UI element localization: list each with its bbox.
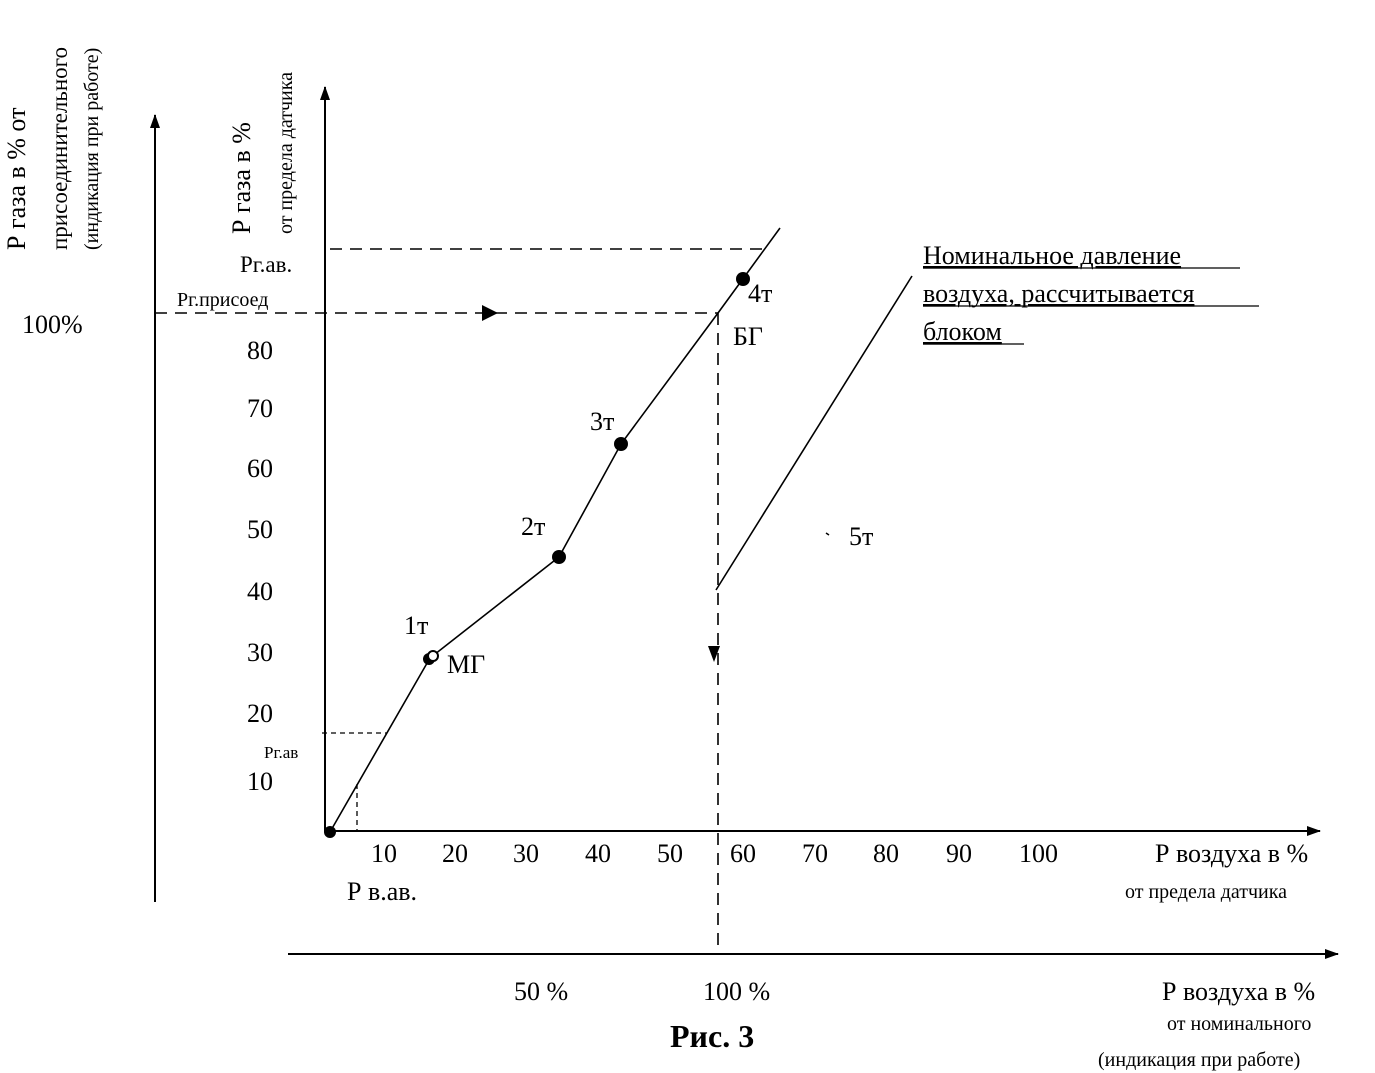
label-pg-av-low: Рг.ав bbox=[264, 743, 298, 762]
outer-y-100-mark: 100% bbox=[22, 310, 83, 339]
nominal-annotation: Номинальное давление воздуха, рассчитыва… bbox=[923, 241, 1259, 346]
x-tick-20: 20 bbox=[442, 839, 468, 868]
inner-y-label-line2: от предела датчика bbox=[275, 72, 297, 234]
characteristic-curve bbox=[329, 227, 781, 833]
bottom-axis-label-line1: Р воздуха в % bbox=[1162, 977, 1315, 1006]
x-tick-labels: 10 20 30 40 50 60 70 80 90 100 bbox=[371, 839, 1058, 868]
x-tick-100: 100 bbox=[1019, 839, 1058, 868]
figure-caption: Рис. 3 bbox=[670, 1018, 754, 1054]
label-bg: БГ bbox=[733, 322, 763, 351]
annotation-line1: Номинальное давление bbox=[923, 241, 1181, 270]
y-tick-80: 80 bbox=[247, 336, 273, 365]
inner-y-label-line1: Р газа в % bbox=[227, 122, 256, 234]
outer-y-label-line1: Р газа в % от bbox=[2, 108, 31, 250]
y-tick-10: 10 bbox=[247, 767, 273, 796]
x-tick-90: 90 bbox=[946, 839, 972, 868]
origin-point bbox=[324, 826, 336, 838]
bottom-axis-label-line3: (индикация при работе) bbox=[1098, 1049, 1300, 1071]
bottom-tick-100: 100 % bbox=[703, 977, 770, 1006]
x-tick-10: 10 bbox=[371, 839, 397, 868]
outer-y-axis-label: Р газа в % от присоединительного (индика… bbox=[2, 47, 103, 250]
pg-prisoed-arrowhead bbox=[482, 305, 498, 321]
outer-y-label-line3: (индикация при работе) bbox=[81, 48, 103, 250]
label-2t: 2т bbox=[521, 512, 545, 541]
label-1t: 1т bbox=[404, 611, 428, 640]
x-axis-label-line2: от предела датчика bbox=[1125, 881, 1287, 903]
point-3t bbox=[614, 437, 628, 451]
mg-point-marker bbox=[427, 650, 439, 662]
y-tick-20: 20 bbox=[247, 699, 273, 728]
y-tick-labels: 80 70 60 50 40 30 20 10 bbox=[247, 336, 273, 796]
x-tick-80: 80 bbox=[873, 839, 899, 868]
point-5t-tick bbox=[825, 532, 830, 536]
point-2t bbox=[552, 550, 566, 564]
inner-y-axis-label: Р газа в % от предела датчика bbox=[227, 72, 297, 234]
label-pv-av: Р в.ав. bbox=[347, 877, 417, 906]
label-pg-prisoed: Рг.присоед bbox=[177, 289, 268, 311]
outer-y-label-line2: присоединительного bbox=[47, 47, 72, 250]
x-tick-40: 40 bbox=[585, 839, 611, 868]
label-mg: МГ bbox=[447, 650, 485, 679]
y-tick-60: 60 bbox=[247, 454, 273, 483]
y-tick-40: 40 bbox=[247, 577, 273, 606]
label-pg-av-top: Рг.ав. bbox=[240, 252, 292, 277]
y-tick-70: 70 bbox=[247, 394, 273, 423]
bg-down-arrowhead bbox=[708, 646, 720, 662]
x-tick-70: 70 bbox=[802, 839, 828, 868]
x-tick-50: 50 bbox=[657, 839, 683, 868]
bottom-axis-label-line2: от номинального bbox=[1167, 1013, 1311, 1035]
nominal-air-line bbox=[715, 275, 913, 591]
y-tick-50: 50 bbox=[247, 515, 273, 544]
bottom-tick-50: 50 % bbox=[514, 977, 568, 1006]
x-tick-60: 60 bbox=[730, 839, 756, 868]
label-4t: 4т bbox=[748, 279, 772, 308]
x-tick-30: 30 bbox=[513, 839, 539, 868]
y-tick-30: 30 bbox=[247, 638, 273, 667]
label-3t: 3т bbox=[590, 407, 614, 436]
label-5t: 5т bbox=[849, 522, 873, 551]
annotation-line2: воздуха, рассчитывается bbox=[923, 279, 1194, 308]
point-4t bbox=[736, 272, 750, 286]
x-axis-label-line1: Р воздуха в % bbox=[1155, 839, 1308, 868]
annotation-line3: блоком bbox=[923, 317, 1002, 346]
